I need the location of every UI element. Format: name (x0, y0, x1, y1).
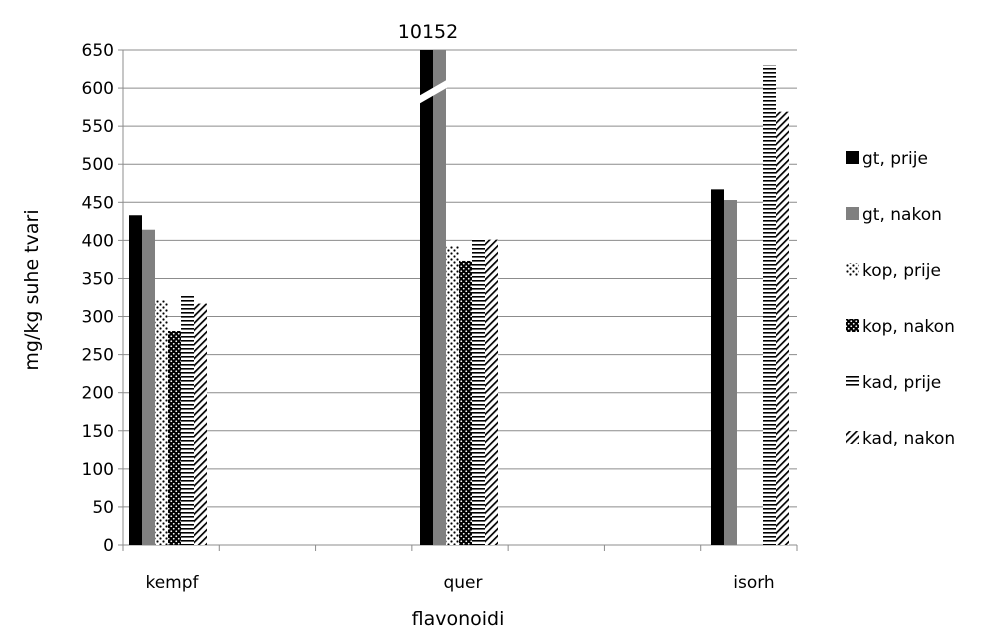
legend: gt, prije gt, nakon kop, prije kop, nakon ka… (846, 149, 955, 449)
legend-label: kop, prije (862, 261, 941, 281)
bar-isorh-5 (763, 65, 776, 545)
y-tick-label: 200 (82, 384, 114, 404)
legend-swatch (846, 207, 859, 220)
bar-kempf-1 (129, 215, 142, 545)
y-tick-label: 450 (82, 193, 114, 213)
bar-kempf-3 (155, 300, 168, 545)
legend-swatch (846, 375, 859, 388)
bar-quer-1 (420, 50, 433, 545)
axis-break-marker (417, 78, 450, 105)
legend-swatch (846, 263, 859, 276)
y-tick-label: 50 (92, 498, 114, 518)
legend-label: kad, nakon (862, 429, 955, 449)
legend-label: kop, nakon (862, 317, 955, 337)
bar-quer-2 (433, 50, 446, 545)
y-tick-label: 100 (82, 460, 114, 480)
bar-quer-3 (446, 246, 459, 545)
bar-isorh-6 (776, 111, 789, 545)
bars (129, 50, 789, 545)
legend-swatch (846, 431, 859, 444)
legend-label: gt, prije (862, 149, 928, 169)
y-tick-label: 350 (82, 269, 114, 289)
labels: 0 50 100 150 200 250 300 350 400 450 500 550 600 650 k… (21, 21, 775, 630)
y-tick-label: 150 (82, 422, 114, 442)
bar-kempf-5 (181, 295, 194, 545)
x-tick-label: quer (443, 573, 482, 593)
legend-label: kad, prije (862, 373, 941, 393)
bar-quer-6 (485, 239, 498, 545)
y-tick-label: 250 (82, 346, 114, 366)
bar-isorh-2 (724, 200, 737, 545)
bar-value-annotation: 10152 (398, 21, 458, 43)
y-tick-label: 600 (82, 79, 114, 99)
y-tick-label: 550 (82, 117, 114, 137)
bar-quer-5 (472, 238, 485, 545)
bar-kempf-6 (194, 303, 207, 545)
y-tick-label: 0 (103, 536, 114, 556)
bar-kempf-4 (168, 331, 181, 545)
y-tick-label: 400 (82, 231, 114, 251)
bar-quer-4 (459, 260, 472, 545)
bar-kempf-2 (142, 229, 155, 545)
x-tick-label: kempf (145, 573, 199, 593)
bar-isorh-1 (711, 189, 724, 545)
legend-swatch (846, 151, 859, 164)
y-tick-label: 300 (82, 308, 114, 328)
legend-label: gt, nakon (862, 205, 942, 225)
y-tick-label: 650 (82, 41, 114, 61)
y-tick-label: 500 (82, 155, 114, 175)
y-axis-title: mg/kg suhe tvari (21, 209, 43, 370)
x-tick-label: isorh (733, 573, 774, 593)
legend-swatch (846, 319, 859, 332)
x-axis-title: flavonoidi (412, 608, 505, 630)
